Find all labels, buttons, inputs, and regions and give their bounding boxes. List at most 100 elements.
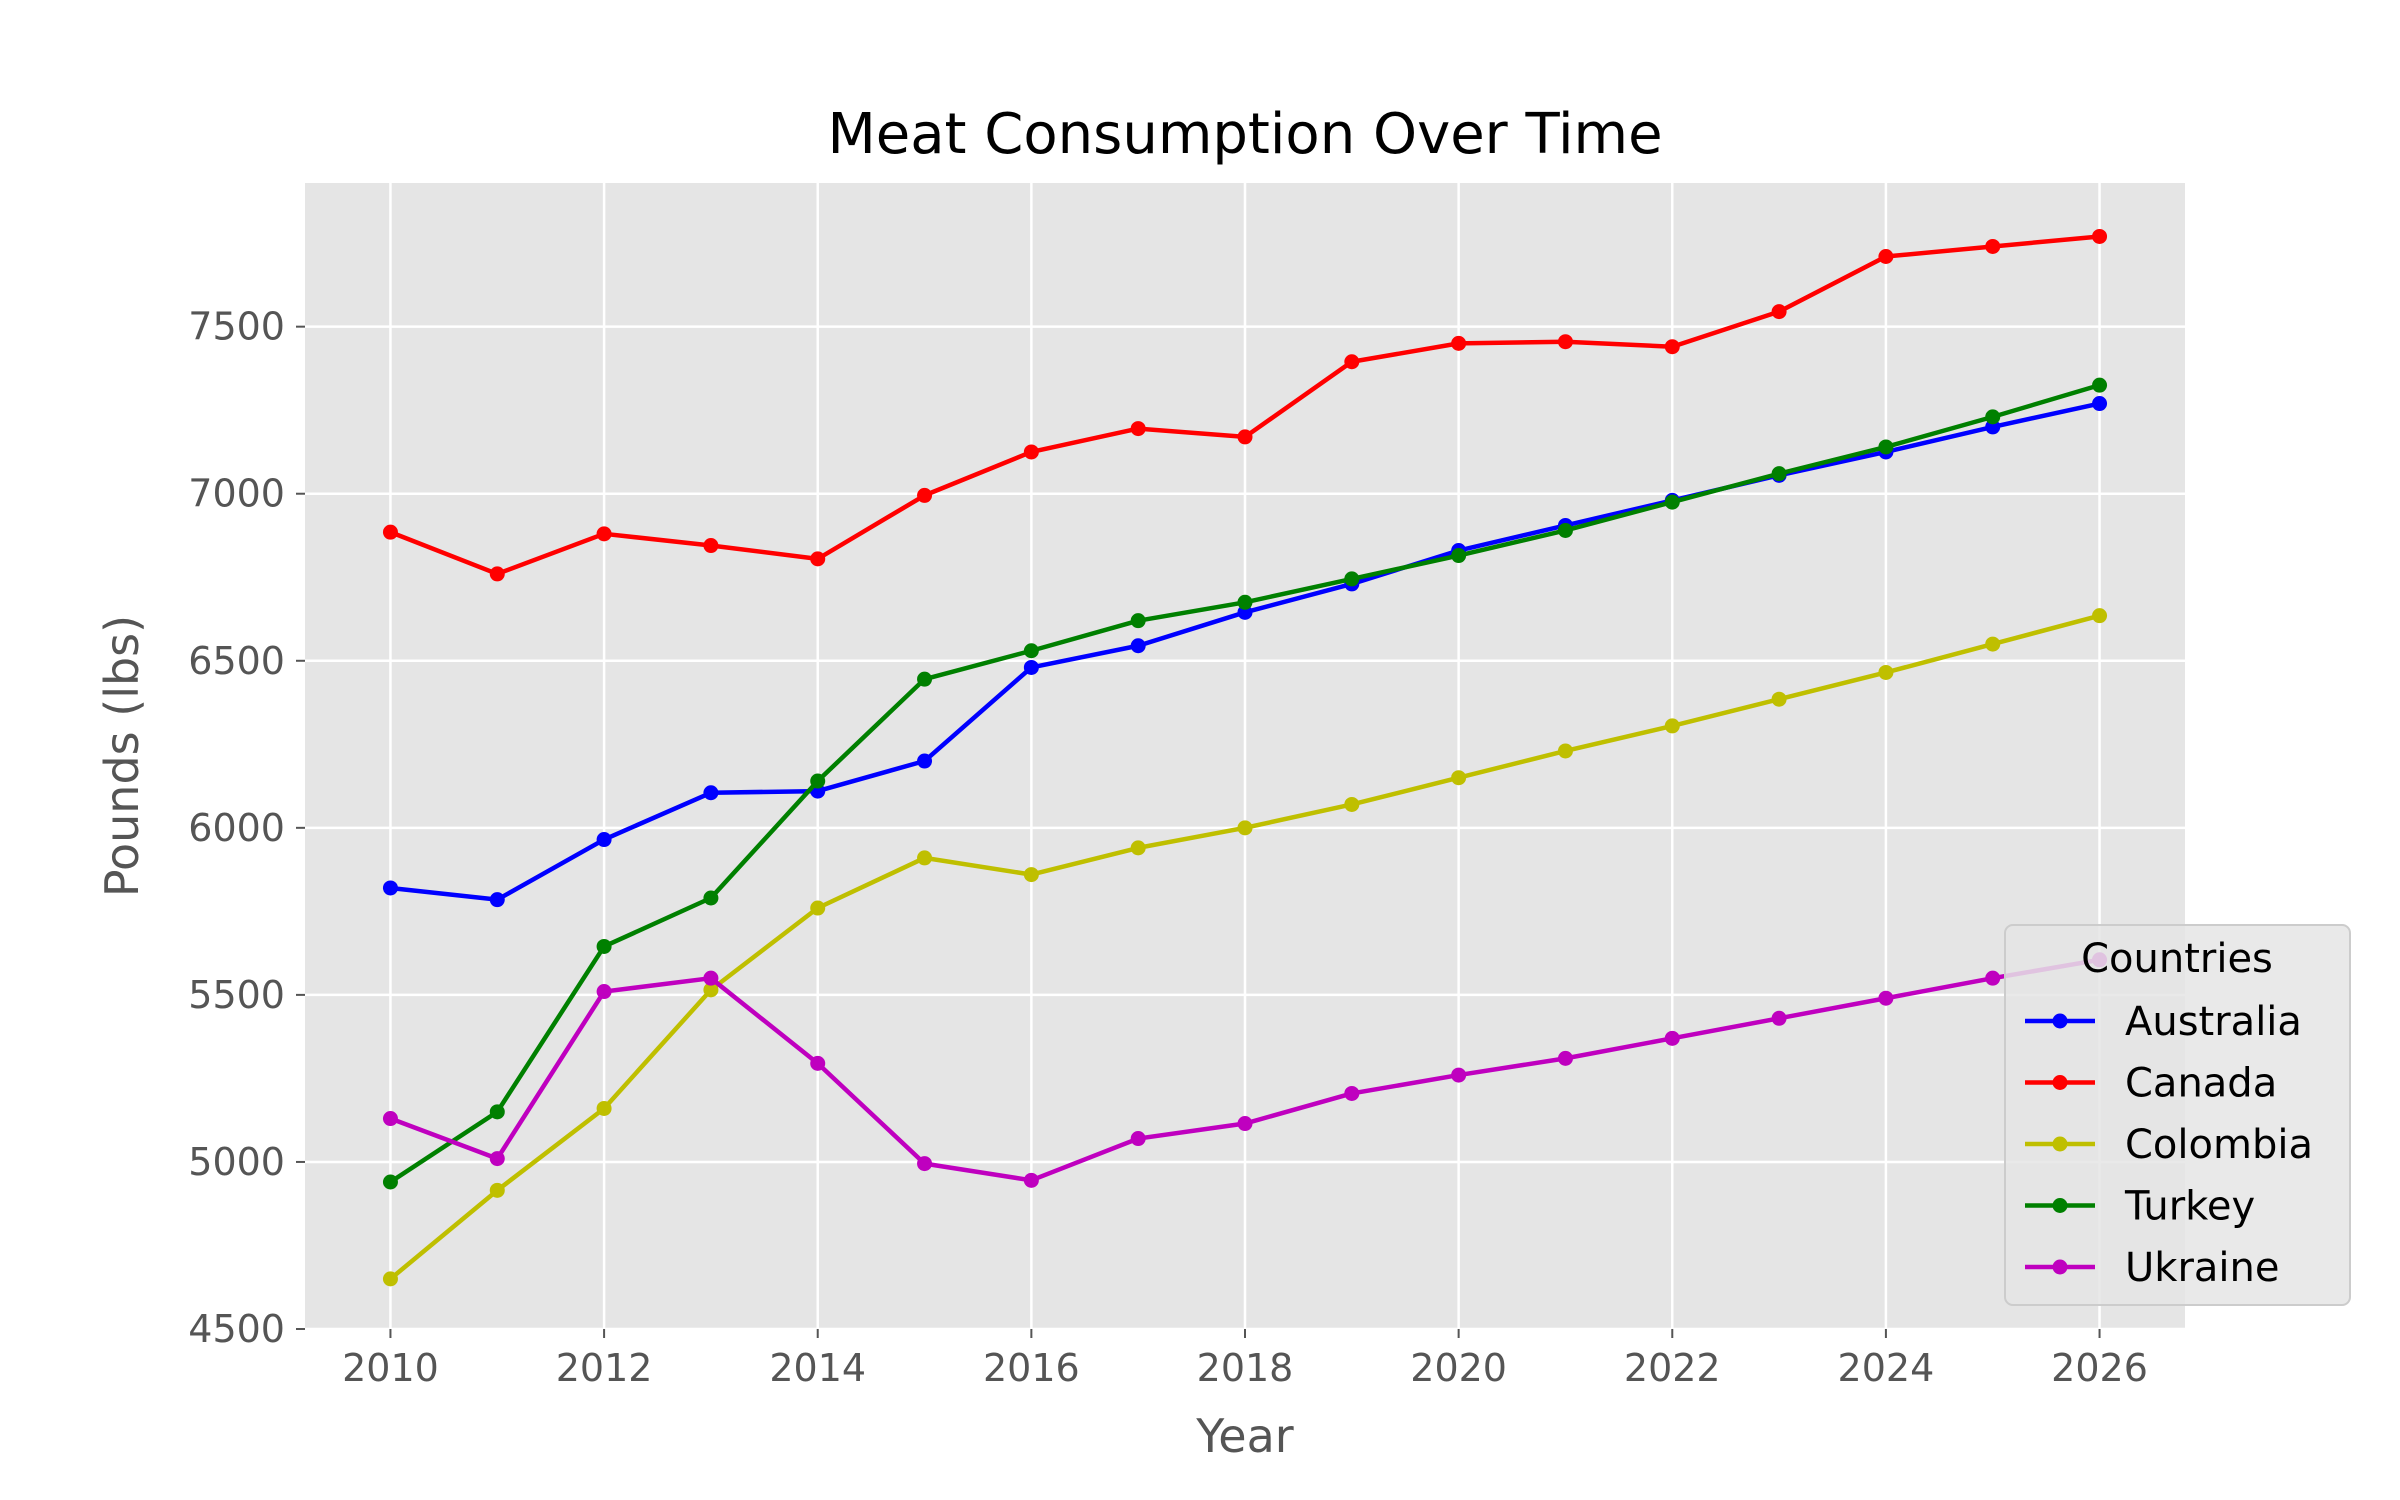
data-point-turkey <box>1237 594 1253 610</box>
data-point-turkey <box>703 890 719 906</box>
data-point-colombia <box>1130 840 1146 856</box>
data-point-colombia <box>810 900 826 916</box>
y-tick-label: 5000 <box>188 1140 285 1184</box>
data-point-australia <box>2092 396 2108 412</box>
data-point-colombia <box>2092 608 2108 624</box>
data-point-ukraine <box>1771 1010 1787 1026</box>
data-point-canada <box>489 566 505 582</box>
data-point-colombia <box>382 1271 398 1287</box>
data-point-colombia <box>1023 867 1039 883</box>
data-point-australia <box>1130 638 1146 654</box>
data-point-ukraine <box>1451 1067 1467 1083</box>
data-point-australia <box>1023 659 1039 675</box>
legend: Countries Australia Canada Colombia Turkey U… <box>2004 924 2351 1306</box>
data-point-australia <box>703 785 719 801</box>
data-point-turkey <box>1664 494 1680 510</box>
data-point-canada <box>1344 354 1360 370</box>
legend-swatch-marker <box>2052 1198 2068 1213</box>
legend-item-turkey: Turkey <box>2025 1184 2255 1230</box>
x-tick-label: 2020 <box>1410 1346 1507 1390</box>
data-point-ukraine <box>1023 1172 1039 1188</box>
x-tick-label: 2014 <box>769 1346 866 1390</box>
x-tick-label: 2012 <box>556 1346 653 1390</box>
data-point-turkey <box>1451 548 1467 564</box>
data-point-ukraine <box>489 1151 505 1167</box>
data-point-canada <box>1878 249 1894 265</box>
data-point-colombia <box>596 1100 612 1116</box>
legend-label: Australia <box>2125 999 2302 1045</box>
data-point-turkey <box>1023 643 1039 659</box>
data-point-colombia <box>489 1182 505 1198</box>
legend-label: Colombia <box>2125 1122 2313 1168</box>
data-point-colombia <box>1878 664 1894 680</box>
data-point-canada <box>810 551 826 567</box>
data-point-colombia <box>1557 743 1573 759</box>
data-point-australia <box>382 880 398 896</box>
data-point-ukraine <box>1664 1030 1680 1046</box>
data-point-canada <box>1130 421 1146 437</box>
data-point-turkey <box>596 938 612 954</box>
data-point-canada <box>1664 339 1680 355</box>
data-point-turkey <box>2092 377 2108 393</box>
x-tick-label: 2016 <box>983 1346 1080 1390</box>
data-point-turkey <box>1344 571 1360 587</box>
data-point-turkey <box>1985 409 2001 425</box>
data-point-colombia <box>703 982 719 998</box>
data-point-ukraine <box>1878 990 1894 1006</box>
y-tick-label: 4500 <box>188 1307 285 1351</box>
data-point-australia <box>596 832 612 848</box>
legend-label: Ukraine <box>2125 1245 2279 1291</box>
legend-swatch-marker <box>2052 1013 2068 1029</box>
data-point-canada <box>1557 334 1573 350</box>
data-point-colombia <box>1664 718 1680 734</box>
x-tick-label: 2022 <box>1624 1346 1721 1390</box>
data-point-canada <box>596 526 612 542</box>
y-tick-label: 5500 <box>188 973 285 1017</box>
legend-label: Canada <box>2125 1061 2277 1107</box>
x-tick-label: 2024 <box>1838 1346 1935 1390</box>
series-layer <box>382 228 2108 1287</box>
legend-swatch-marker <box>2052 1259 2068 1275</box>
data-point-turkey <box>1878 439 1894 455</box>
data-point-colombia <box>1344 796 1360 812</box>
legend-swatch-marker <box>2052 1136 2068 1152</box>
legend-items: Australia Canada Colombia Turkey Ukraine <box>2025 999 2313 1291</box>
data-point-ukraine <box>596 984 612 1000</box>
legend-swatch-marker <box>2052 1075 2068 1090</box>
data-point-ukraine <box>1557 1050 1573 1066</box>
y-tick-label: 6000 <box>188 806 285 850</box>
data-point-ukraine <box>382 1111 398 1127</box>
data-point-colombia <box>1985 636 2001 652</box>
legend-item-canada: Canada <box>2025 1061 2277 1107</box>
series-canada <box>382 228 2108 582</box>
x-tick-label: 2018 <box>1197 1346 1294 1390</box>
data-point-turkey <box>1130 613 1146 629</box>
data-point-canada <box>1451 335 1467 351</box>
data-point-turkey <box>382 1174 398 1190</box>
data-point-colombia <box>1771 691 1787 707</box>
legend-item-australia: Australia <box>2025 999 2302 1045</box>
data-point-australia <box>917 753 933 769</box>
data-point-colombia <box>1451 770 1467 786</box>
data-point-turkey <box>810 773 826 789</box>
data-point-canada <box>1237 429 1253 445</box>
data-point-ukraine <box>1130 1131 1146 1147</box>
data-point-canada <box>1985 238 2001 254</box>
data-point-ukraine <box>703 970 719 986</box>
legend-label: Turkey <box>2124 1184 2255 1230</box>
data-point-ukraine <box>1985 970 2001 986</box>
x-axis-ticks: 2010 2012 2014 2016 2018 2020 2022 2024 2026 <box>342 1329 2148 1390</box>
x-axis-label: Year <box>1195 1409 1293 1463</box>
y-axis-ticks: 4500 5000 5500 6000 6500 7000 7500 <box>188 305 305 1351</box>
data-point-turkey <box>917 671 933 687</box>
data-point-colombia <box>917 850 933 866</box>
y-tick-label: 7000 <box>188 472 285 516</box>
legend-item-colombia: Colombia <box>2025 1122 2313 1168</box>
series-colombia <box>382 608 2108 1287</box>
data-point-canada <box>1023 444 1039 460</box>
y-tick-label: 7500 <box>188 305 285 349</box>
data-point-canada <box>382 524 398 540</box>
legend-title: Countries <box>2081 936 2273 982</box>
data-point-ukraine <box>1344 1085 1360 1101</box>
